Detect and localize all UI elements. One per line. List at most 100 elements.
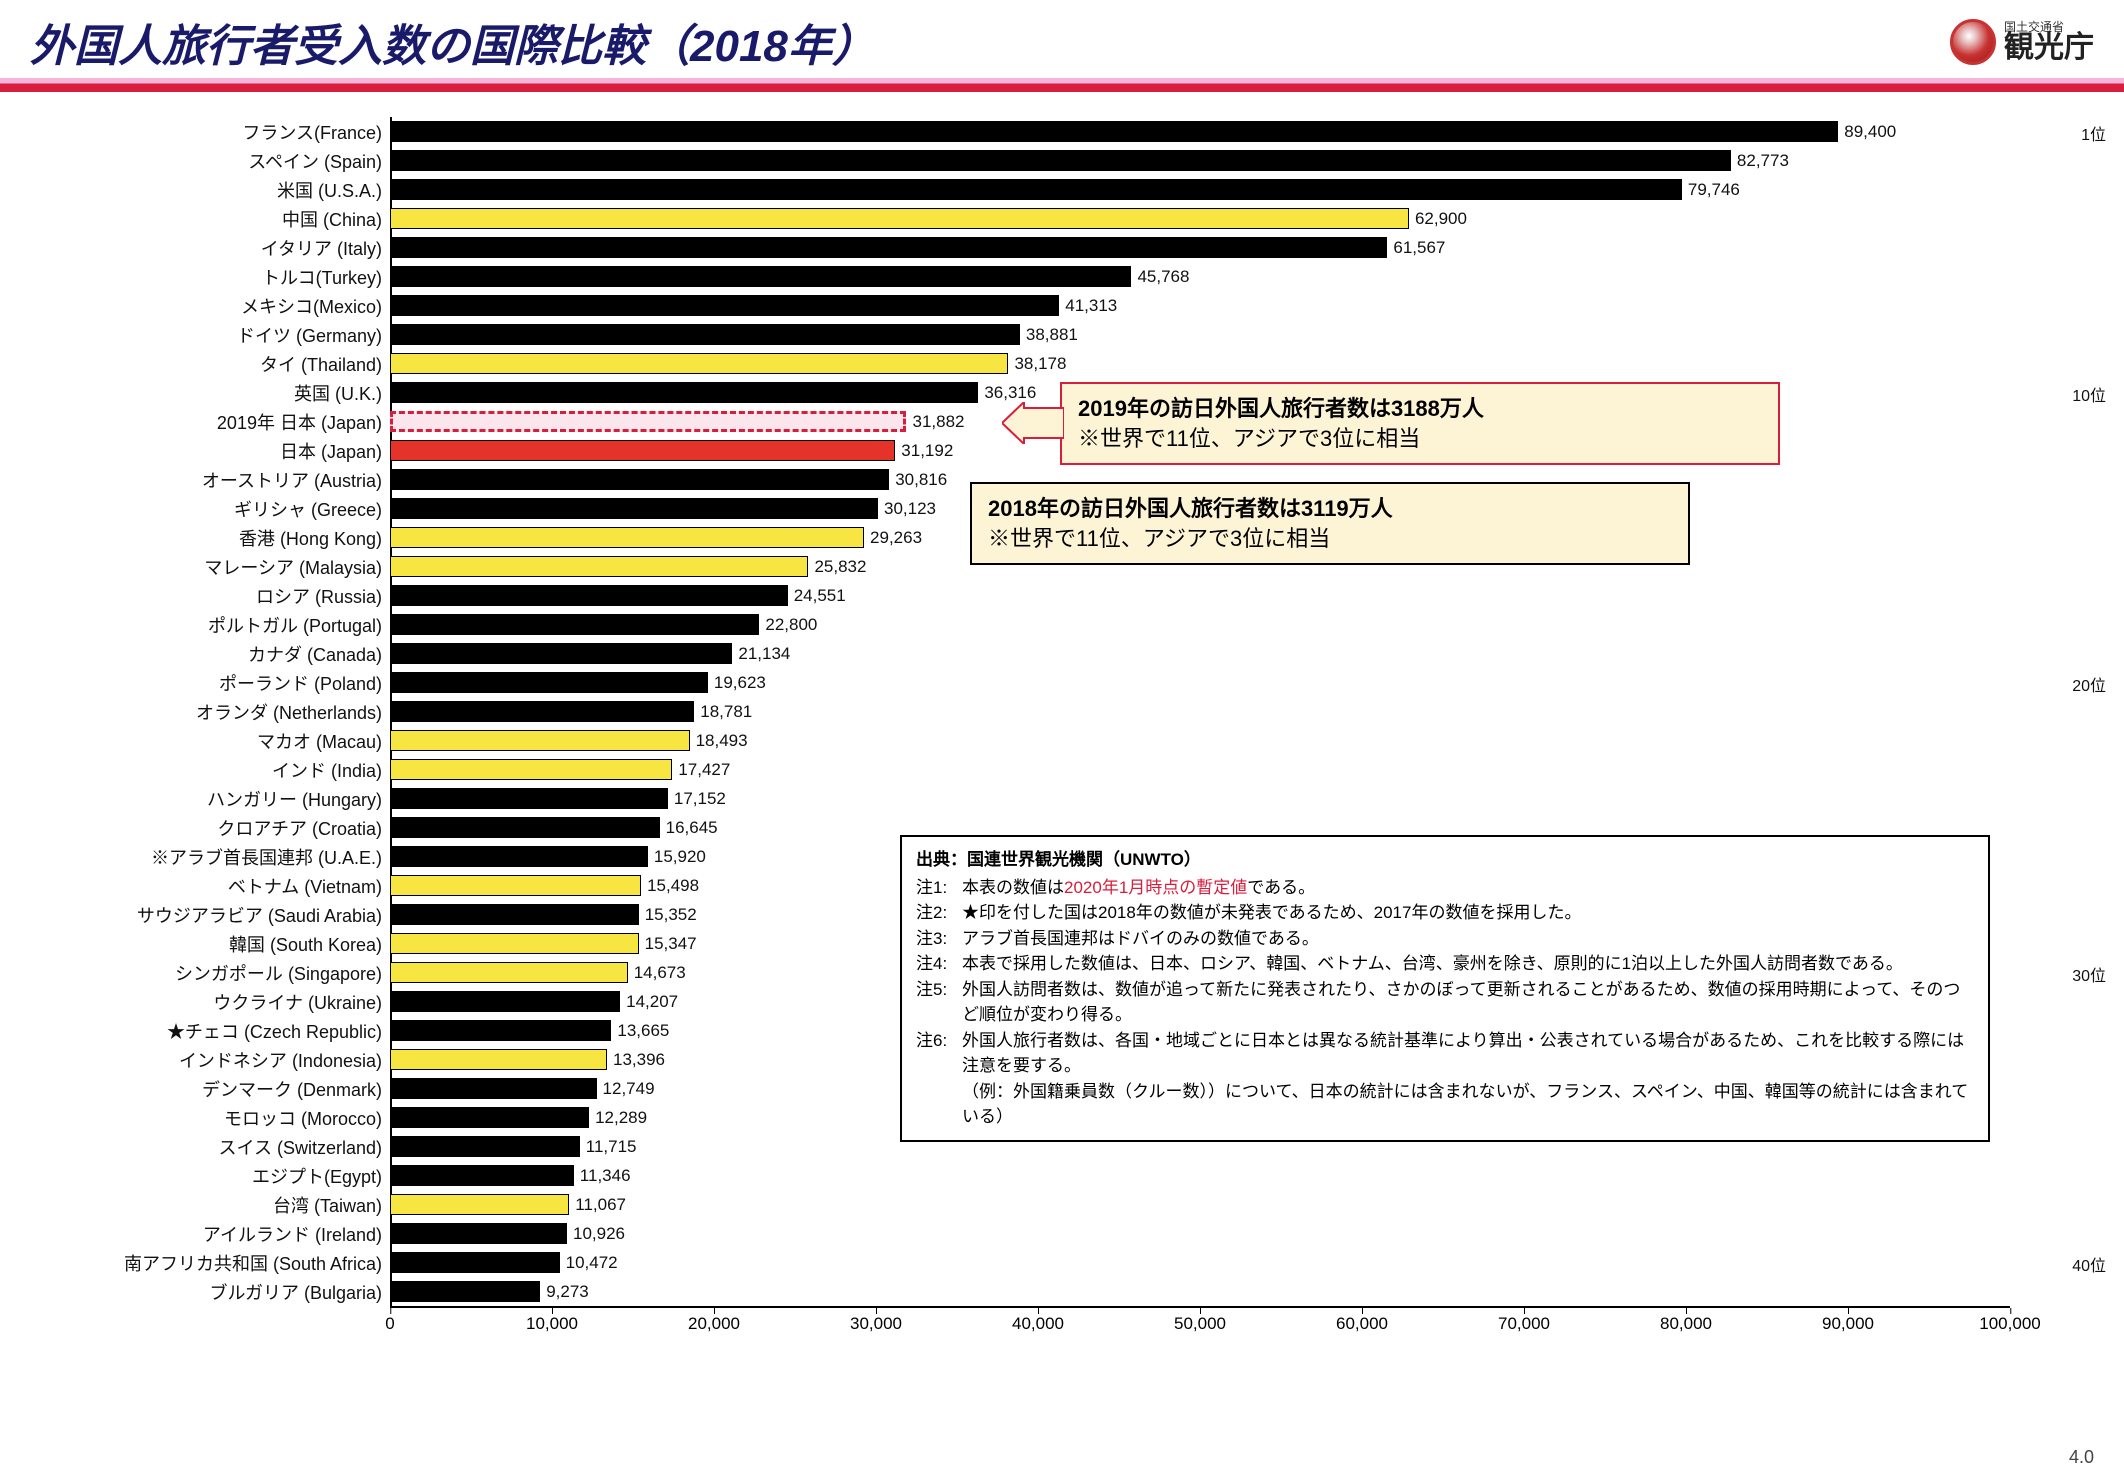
bar (390, 266, 1131, 287)
bar-row: オランダ (Netherlands)18,781 (100, 697, 2054, 726)
bar-row: ドイツ (Germany)38,881 (100, 320, 2054, 349)
agency-logo: 国土交通省 観光庁 (1950, 19, 2094, 65)
header: 外国人旅行者受入数の国際比較（2018年） 国土交通省 観光庁 (0, 0, 2124, 74)
bar-row: 中国 (China)62,900 (100, 204, 2054, 233)
bar (390, 1107, 589, 1128)
bar (390, 1194, 569, 1215)
notes-row: 注4:本表で採用した数値は、日本、ロシア、韓国、ベトナム、台湾、豪州を除き、原則… (916, 951, 1974, 977)
bar-value: 30,123 (884, 499, 936, 519)
notes-row: 注2:★印を付した国は2018年の数値が未発表であるため、2017年の数値を採用… (916, 900, 1974, 926)
bar (390, 527, 864, 548)
bar-label: モロッコ (Morocco) (100, 1105, 390, 1131)
bar (390, 324, 1020, 345)
bar (390, 672, 708, 693)
header-stripe (0, 78, 2124, 92)
bar-label: ※アラブ首長国連邦 (U.A.E.) (100, 844, 390, 870)
notes-value: 本表の数値は2020年1月時点の暫定値である。 (962, 875, 1974, 901)
bar-label: マカオ (Macau) (100, 728, 390, 754)
bar-value: 21,134 (738, 644, 790, 664)
bar-value: 31,882 (912, 412, 964, 432)
bar (390, 179, 1682, 200)
notes-row: 注1:本表の数値は2020年1月時点の暫定値である。 (916, 875, 1974, 901)
bar-value: 17,427 (678, 760, 730, 780)
bar (390, 701, 694, 722)
notes-value: アラブ首長国連邦はドバイのみの数値である。 (962, 926, 1974, 952)
bar-row: ブルガリア (Bulgaria)9,273 (100, 1277, 2054, 1306)
bar (390, 353, 1008, 374)
bar-row: インド (India)17,427 (100, 755, 2054, 784)
logo-icon (1950, 19, 1996, 65)
bar-label: スペイン (Spain) (100, 148, 390, 174)
bar-label: タイ (Thailand) (100, 351, 390, 377)
bar-value: 12,289 (595, 1108, 647, 1128)
bar (390, 208, 1409, 229)
bar (390, 1223, 567, 1244)
bar-label: オランダ (Netherlands) (100, 699, 390, 725)
bar-row: カナダ (Canada) 21,134 (100, 639, 2054, 668)
bar-value: 15,920 (654, 847, 706, 867)
notes-source: 出典：国連世界観光機関（UNWTO） (916, 847, 1974, 873)
chart-container: フランス(France)89,400スペイン (Spain)82,773米国 (… (100, 117, 2054, 1346)
bar (390, 498, 878, 519)
notes-value: 外国人訪問者数は、数値が追って新たに発表されたり、さかのぼって更新されることがあ… (962, 977, 1974, 1028)
bar-row: ハンガリー (Hungary)17,152 (100, 784, 2054, 813)
bar-value: 15,498 (647, 876, 699, 896)
callout-2019-line2: ※世界で11位、アジアで3位に相当 (1078, 426, 1420, 451)
bar-value: 11,346 (580, 1166, 631, 1186)
bar-row: ロシア (Russia)24,551 (100, 581, 2054, 610)
notes-value: ★印を付した国は2018年の数値が未発表であるため、2017年の数値を採用した。 (962, 900, 1974, 926)
bar-label: ギリシャ (Greece) (100, 496, 390, 522)
bar (390, 1252, 560, 1273)
bar-label: ポーランド (Poland) (100, 670, 390, 696)
bar-label: カナダ (Canada) (100, 641, 390, 667)
bar-label: フランス(France) (100, 119, 390, 145)
bar-label: 2019年 日本 (Japan) (100, 409, 390, 435)
bar-value: 38,178 (1014, 354, 1066, 374)
bar (390, 382, 978, 403)
x-tick: 50,000 (1174, 1314, 1226, 1334)
bar-label: クロアチア (Croatia) (100, 815, 390, 841)
notes-value: 本表で採用した数値は、日本、ロシア、韓国、ベトナム、台湾、豪州を除き、原則的に1… (962, 951, 1974, 977)
bar-value: 79,746 (1688, 180, 1740, 200)
bar-value: 45,768 (1137, 267, 1189, 287)
bar-row: フランス(France)89,400 (100, 117, 2054, 146)
bar-value: 10,472 (566, 1253, 618, 1273)
bar (390, 991, 620, 1012)
page-title: 外国人旅行者受入数の国際比較（2018年） (30, 10, 876, 74)
bar (390, 440, 895, 461)
bar (390, 759, 672, 780)
bar-row: スペイン (Spain)82,773 (100, 146, 2054, 175)
bar-value: 22,800 (765, 615, 817, 635)
bar-label: 台湾 (Taiwan) (100, 1192, 390, 1218)
bar (390, 121, 1838, 142)
bar-value: 41,313 (1065, 296, 1117, 316)
bar-label: エジプト(Egypt) (100, 1163, 390, 1189)
notes-key: 注5: (916, 977, 962, 1028)
notes-key: 注6: (916, 1028, 962, 1130)
bar (390, 643, 732, 664)
bar (390, 1020, 611, 1041)
bar-value: 30,816 (895, 470, 947, 490)
bar-label: 南アフリカ共和国 (South Africa) (100, 1250, 390, 1276)
bar-value: 62,900 (1415, 209, 1467, 229)
rank-label: 40位 (2072, 1252, 2106, 1276)
bar-label: ロシア (Russia) (100, 583, 390, 609)
notes-box: 出典：国連世界観光機関（UNWTO）注1:本表の数値は2020年1月時点の暫定値… (900, 835, 1990, 1142)
bar (390, 788, 668, 809)
bar-label: スイス (Switzerland) (100, 1134, 390, 1160)
bar-row: エジプト(Egypt) 11,346 (100, 1161, 2054, 1190)
bar (390, 875, 641, 896)
logo-title: 観光庁 (2004, 33, 2094, 63)
bar-value: 16,645 (666, 818, 718, 838)
bar-row: メキシコ(Mexico)41,313 (100, 291, 2054, 320)
x-tick: 20,000 (688, 1314, 740, 1334)
bar-label: ★チェコ (Czech Republic) (100, 1018, 390, 1044)
bar (390, 1078, 597, 1099)
bar (390, 962, 628, 983)
bar-value: 11,067 (575, 1195, 626, 1215)
bar (390, 295, 1059, 316)
bar-value: 38,881 (1026, 325, 1078, 345)
bar-row: 台湾 (Taiwan) 11,067 (100, 1190, 2054, 1219)
bar-label: トルコ(Turkey) (100, 264, 390, 290)
bar-label: 日本 (Japan) (100, 438, 390, 464)
